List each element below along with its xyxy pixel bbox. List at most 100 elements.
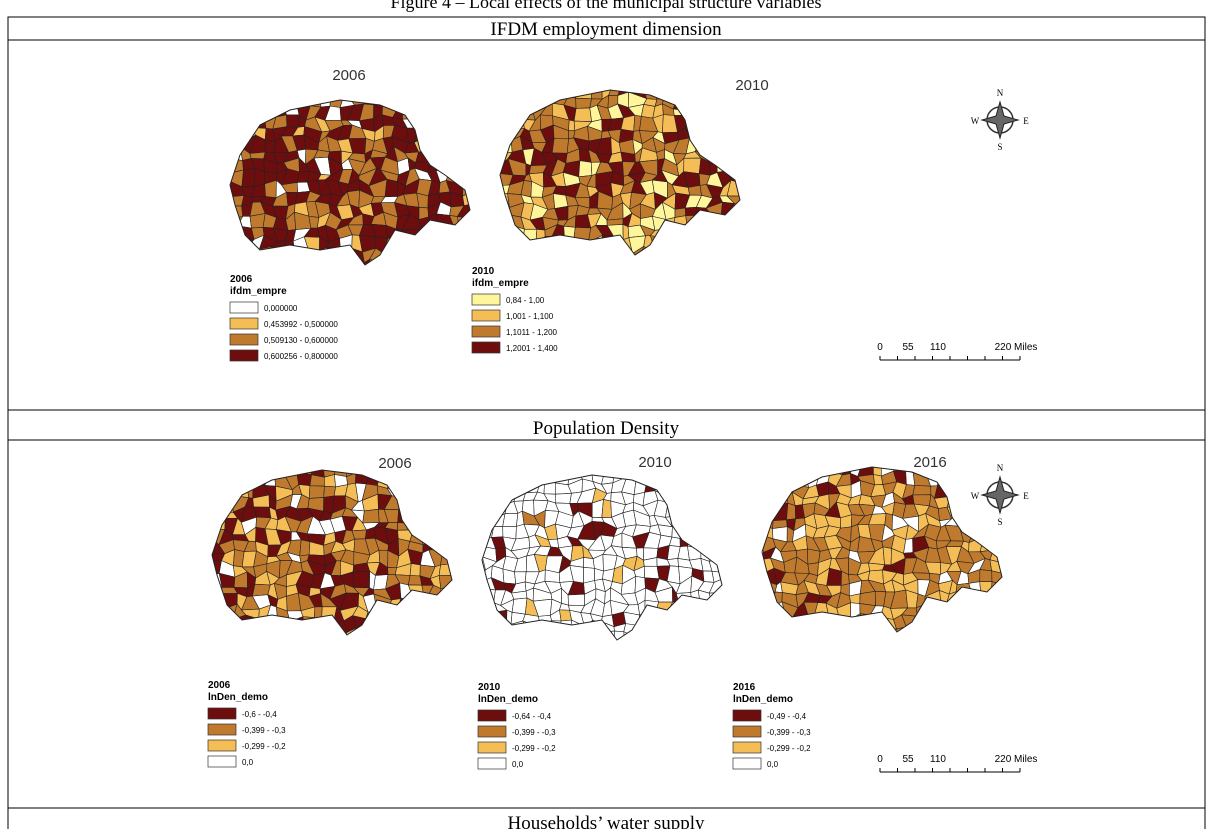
municipality bbox=[568, 594, 585, 605]
municipality bbox=[304, 251, 320, 259]
municipality bbox=[666, 225, 673, 239]
municipality bbox=[440, 495, 456, 512]
municipality bbox=[1012, 547, 1027, 561]
scale-label: 55 bbox=[902, 342, 914, 353]
section-heading: Population Density bbox=[533, 418, 680, 439]
municipality bbox=[728, 117, 746, 128]
municipality bbox=[428, 124, 441, 140]
municipality bbox=[512, 97, 519, 109]
municipality bbox=[389, 607, 401, 621]
municipality bbox=[552, 84, 569, 97]
municipality bbox=[691, 599, 706, 615]
legend-swatch bbox=[472, 326, 500, 337]
municipality bbox=[836, 637, 851, 650]
municipality bbox=[792, 619, 810, 628]
municipality bbox=[718, 96, 731, 110]
municipality bbox=[686, 215, 698, 225]
municipality bbox=[456, 464, 461, 475]
municipality bbox=[322, 619, 334, 632]
municipality bbox=[883, 547, 892, 565]
municipality bbox=[991, 582, 1007, 594]
municipality bbox=[271, 247, 284, 264]
municipality bbox=[1012, 542, 1027, 554]
municipality bbox=[462, 152, 473, 162]
municipality bbox=[210, 593, 221, 610]
municipality bbox=[761, 603, 774, 620]
municipality bbox=[827, 568, 842, 585]
municipality bbox=[374, 96, 388, 106]
municipality bbox=[863, 627, 876, 636]
municipality bbox=[290, 627, 304, 640]
municipality bbox=[980, 570, 992, 582]
municipality bbox=[678, 500, 693, 514]
municipality bbox=[979, 516, 994, 532]
municipality bbox=[442, 95, 451, 103]
municipality bbox=[803, 626, 815, 637]
municipality bbox=[901, 637, 917, 648]
scale-label: 110 bbox=[930, 342, 946, 353]
municipality bbox=[463, 234, 475, 251]
figure: Figure 4 – Local effects of the municipa… bbox=[0, 0, 1212, 829]
municipality bbox=[516, 634, 530, 649]
municipality bbox=[673, 93, 687, 111]
municipality bbox=[440, 595, 455, 608]
municipality bbox=[705, 226, 723, 237]
legend-label: -0,299 - -0,2 bbox=[767, 744, 811, 753]
municipality bbox=[730, 97, 740, 109]
municipality bbox=[722, 505, 737, 518]
municipality bbox=[228, 127, 244, 142]
compass-letter: S bbox=[997, 142, 1002, 152]
municipality bbox=[474, 214, 485, 228]
municipality bbox=[559, 633, 571, 649]
municipality bbox=[692, 477, 704, 494]
municipality bbox=[758, 488, 775, 496]
municipality bbox=[591, 81, 602, 99]
municipality bbox=[429, 505, 447, 523]
legend-swatch bbox=[230, 318, 258, 329]
municipality bbox=[972, 603, 982, 618]
municipality bbox=[735, 566, 749, 581]
municipality bbox=[992, 603, 1005, 615]
municipality bbox=[707, 115, 724, 133]
municipality bbox=[447, 136, 464, 153]
scale-label: 110 bbox=[930, 754, 946, 765]
municipality bbox=[308, 644, 325, 654]
municipality bbox=[771, 628, 787, 638]
municipality bbox=[679, 615, 691, 622]
municipality bbox=[678, 620, 691, 638]
municipality bbox=[447, 113, 464, 129]
municipality bbox=[226, 256, 244, 274]
municipality bbox=[517, 645, 528, 659]
legend-label: -0,399 - -0,3 bbox=[242, 726, 286, 735]
municipality bbox=[518, 242, 536, 250]
municipality bbox=[693, 500, 705, 517]
municipality bbox=[440, 271, 452, 284]
municipality bbox=[209, 488, 224, 502]
municipality bbox=[688, 645, 701, 658]
municipality bbox=[596, 247, 613, 262]
municipality bbox=[440, 531, 457, 544]
municipality bbox=[650, 236, 666, 254]
municipality bbox=[700, 643, 711, 660]
municipality bbox=[901, 627, 918, 637]
municipality bbox=[399, 627, 411, 641]
municipality bbox=[462, 489, 476, 502]
municipality bbox=[494, 649, 505, 657]
legend-swatch bbox=[472, 294, 500, 305]
municipality bbox=[721, 602, 736, 617]
municipality bbox=[665, 489, 678, 503]
municipality bbox=[694, 249, 713, 262]
municipality bbox=[325, 641, 333, 654]
municipality bbox=[478, 467, 493, 484]
municipality bbox=[427, 236, 442, 250]
municipality bbox=[281, 247, 294, 262]
municipality bbox=[231, 476, 247, 490]
municipality bbox=[552, 251, 568, 265]
municipality bbox=[486, 109, 497, 121]
compass-letter: N bbox=[997, 88, 1004, 98]
municipality bbox=[721, 623, 737, 638]
municipality bbox=[698, 526, 711, 538]
municipality bbox=[710, 523, 726, 535]
municipality bbox=[711, 601, 721, 613]
legend-variable: ifdm_empre bbox=[230, 286, 287, 297]
